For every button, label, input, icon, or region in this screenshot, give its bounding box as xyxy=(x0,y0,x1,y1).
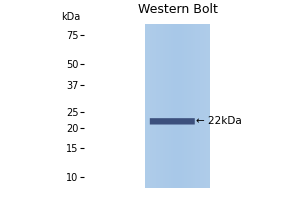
Bar xyxy=(208,24,211,188)
Bar xyxy=(180,24,182,188)
Bar xyxy=(169,24,171,188)
Bar xyxy=(165,24,167,188)
Bar xyxy=(154,24,156,188)
Bar xyxy=(193,24,195,188)
Bar xyxy=(173,24,176,188)
Bar xyxy=(167,24,169,188)
Bar xyxy=(156,24,158,188)
Bar xyxy=(191,24,193,188)
Bar xyxy=(163,24,165,188)
Bar xyxy=(187,24,189,188)
Bar xyxy=(200,24,202,188)
FancyBboxPatch shape xyxy=(150,118,195,125)
Bar xyxy=(152,24,154,188)
Bar xyxy=(189,24,191,188)
Bar xyxy=(197,24,200,188)
Bar xyxy=(145,24,211,188)
Bar xyxy=(206,24,208,188)
Bar xyxy=(202,24,204,188)
Bar xyxy=(160,24,163,188)
Bar xyxy=(145,24,147,188)
Text: ← 22kDa: ← 22kDa xyxy=(196,116,242,126)
Text: kDa: kDa xyxy=(61,12,80,22)
Bar xyxy=(178,24,180,188)
Bar xyxy=(182,24,184,188)
Bar xyxy=(150,24,152,188)
Bar xyxy=(204,24,206,188)
Bar xyxy=(158,24,160,188)
Bar xyxy=(184,24,187,188)
Bar xyxy=(176,24,178,188)
Bar xyxy=(147,24,150,188)
Text: Western Bolt: Western Bolt xyxy=(138,3,218,16)
Bar xyxy=(171,24,173,188)
Bar xyxy=(195,24,197,188)
